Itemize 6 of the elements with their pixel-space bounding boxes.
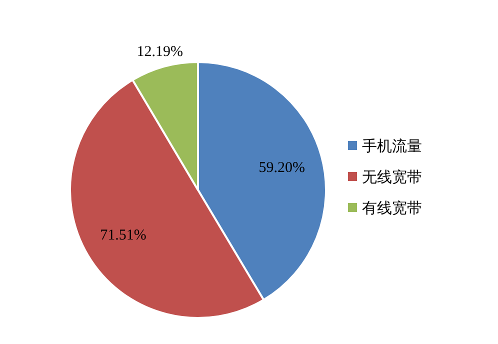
legend-label: 无线宽带	[362, 169, 422, 186]
data-label: 71.51%	[100, 228, 146, 244]
data-label: 59.20%	[258, 160, 306, 176]
data-label: 12.19%	[136, 44, 183, 60]
legend-label: 有线宽带	[362, 200, 422, 217]
legend-label: 手机流量	[362, 138, 422, 155]
